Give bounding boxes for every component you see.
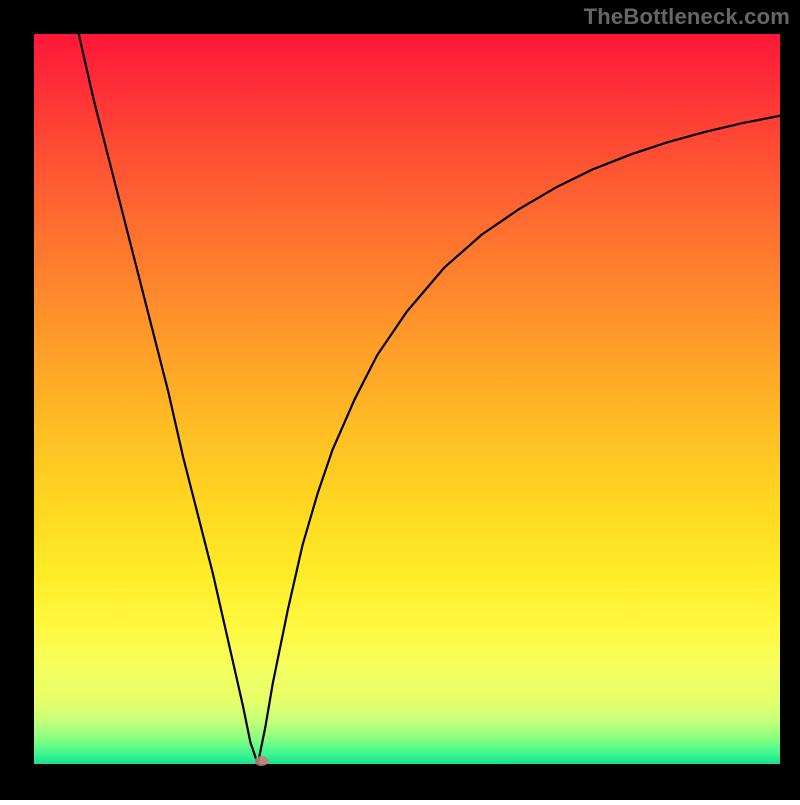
chart-container: TheBottleneck.com [0,0,800,800]
bottleneck-chart [0,0,800,800]
minimum-marker [255,756,269,766]
chart-background [34,34,780,764]
watermark-text: TheBottleneck.com [584,4,790,30]
